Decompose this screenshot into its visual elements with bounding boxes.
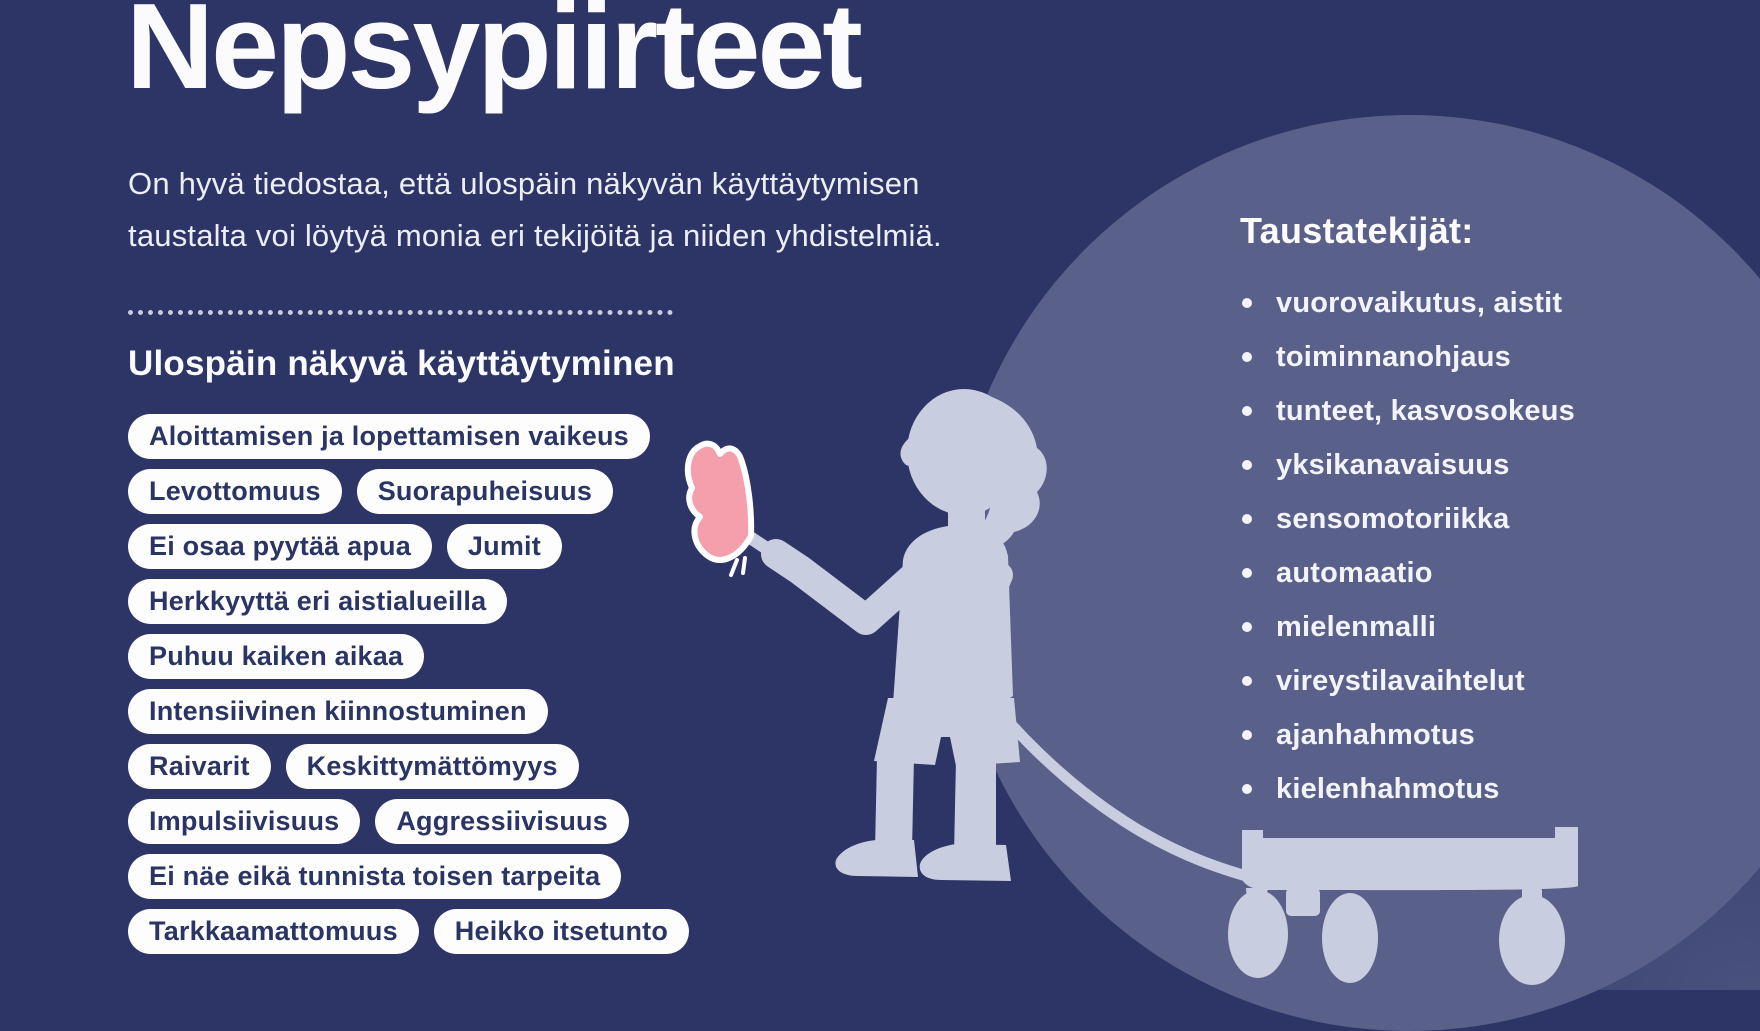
bullet-dot-icon bbox=[1242, 676, 1252, 686]
behaviors-heading: Ulospäin näkyvä käyttäytyminen bbox=[128, 344, 675, 383]
bullet-dot-icon bbox=[1242, 298, 1252, 308]
behavior-pill: Jumit bbox=[446, 524, 562, 569]
bullet-dot-icon bbox=[1242, 460, 1252, 470]
factors-list: vuorovaikutus, aistit toiminnanohjaus tunt… bbox=[1240, 276, 1700, 816]
bullet-dot-icon bbox=[1242, 730, 1252, 740]
intro-line-2: taustalta voi löytyä monia eri tekijöitä… bbox=[128, 218, 942, 253]
factor-item: vireystilavaihtelut bbox=[1240, 654, 1700, 708]
factor-item: kielenhahmotus bbox=[1240, 762, 1700, 816]
behavior-pill: Aggressiivisuus bbox=[375, 799, 629, 844]
factor-item: automaatio bbox=[1240, 546, 1700, 600]
behavior-pill: Aloittamisen ja lopettamisen vaikeus bbox=[128, 414, 650, 459]
behavior-pill: Impulsiivisuus bbox=[128, 799, 361, 844]
behavior-pill: Raivarit bbox=[128, 744, 271, 789]
factors-heading: Taustatekijät: bbox=[1240, 210, 1474, 251]
factor-label: vireystilavaihtelut bbox=[1276, 664, 1525, 697]
factor-item: mielenmalli bbox=[1240, 600, 1700, 654]
factor-item: sensomotoriikka bbox=[1240, 492, 1700, 546]
behavior-pill-list: Aloittamisen ja lopettamisen vaikeus Levo… bbox=[128, 414, 768, 954]
intro-text: On hyvä tiedostaa, että ulospäin näkyvän… bbox=[128, 158, 942, 262]
factor-label: sensomotoriikka bbox=[1276, 502, 1510, 535]
factor-item: yksikanavaisuus bbox=[1240, 438, 1700, 492]
bullet-dot-icon bbox=[1242, 568, 1252, 578]
bullet-dot-icon bbox=[1242, 406, 1252, 416]
factor-label: toiminnanohjaus bbox=[1276, 340, 1511, 373]
pill-row: Aloittamisen ja lopettamisen vaikeus bbox=[128, 414, 768, 459]
factor-item: ajanhahmotus bbox=[1240, 708, 1700, 762]
behavior-pill: Heikko itsetunto bbox=[433, 909, 690, 954]
pill-row: Ei osaa pyytää apua Jumit bbox=[128, 524, 768, 569]
intro-line-1: On hyvä tiedostaa, että ulospäin näkyvän… bbox=[128, 166, 920, 201]
behavior-pill: Levottomuus bbox=[128, 469, 342, 514]
bullet-dot-icon bbox=[1242, 514, 1252, 524]
pill-row: Puhuu kaiken aikaa bbox=[128, 634, 768, 679]
behavior-pill: Puhuu kaiken aikaa bbox=[128, 634, 425, 679]
behavior-pill: Herkkyyttä eri aistialueilla bbox=[128, 579, 508, 624]
pill-row: Tarkkaamattomuus Heikko itsetunto bbox=[128, 909, 768, 954]
factor-label: yksikanavaisuus bbox=[1276, 448, 1510, 481]
bullet-dot-icon bbox=[1242, 784, 1252, 794]
pill-row: Herkkyyttä eri aistialueilla bbox=[128, 579, 768, 624]
page-title: Nepsypiirteet bbox=[126, 0, 863, 114]
factor-item: toiminnanohjaus bbox=[1240, 330, 1700, 384]
behavior-pill: Ei näe eikä tunnista toisen tarpeita bbox=[128, 854, 622, 899]
factors-panel: Taustatekijät: vuorovaikutus, aistit toim… bbox=[1240, 210, 1700, 816]
factor-item: tunteet, kasvosokeus bbox=[1240, 384, 1700, 438]
pill-row: Impulsiivisuus Aggressiivisuus bbox=[128, 799, 768, 844]
factor-label: tunteet, kasvosokeus bbox=[1276, 394, 1575, 427]
factor-label: ajanhahmotus bbox=[1276, 718, 1475, 751]
pill-row: Ei näe eikä tunnista toisen tarpeita bbox=[128, 854, 768, 899]
behavior-pill: Suorapuheisuus bbox=[356, 469, 614, 514]
behavior-pill: Keskittymättömyys bbox=[285, 744, 579, 789]
bullet-dot-icon bbox=[1242, 352, 1252, 362]
pill-row: Intensiivinen kiinnostuminen bbox=[128, 689, 768, 734]
behavior-pill: Intensiivinen kiinnostuminen bbox=[128, 689, 548, 734]
pill-row: Levottomuus Suorapuheisuus bbox=[128, 469, 768, 514]
factor-label: kielenhahmotus bbox=[1276, 772, 1500, 805]
dotted-divider bbox=[128, 310, 673, 315]
factor-item: vuorovaikutus, aistit bbox=[1240, 276, 1700, 330]
bullet-dot-icon bbox=[1242, 622, 1252, 632]
pill-row: Raivarit Keskittymättömyys bbox=[128, 744, 768, 789]
factor-label: vuorovaikutus, aistit bbox=[1276, 286, 1563, 319]
factor-label: automaatio bbox=[1276, 556, 1433, 589]
behavior-pill: Ei osaa pyytää apua bbox=[128, 524, 432, 569]
factor-label: mielenmalli bbox=[1276, 610, 1437, 643]
behavior-pill: Tarkkaamattomuus bbox=[128, 909, 419, 954]
